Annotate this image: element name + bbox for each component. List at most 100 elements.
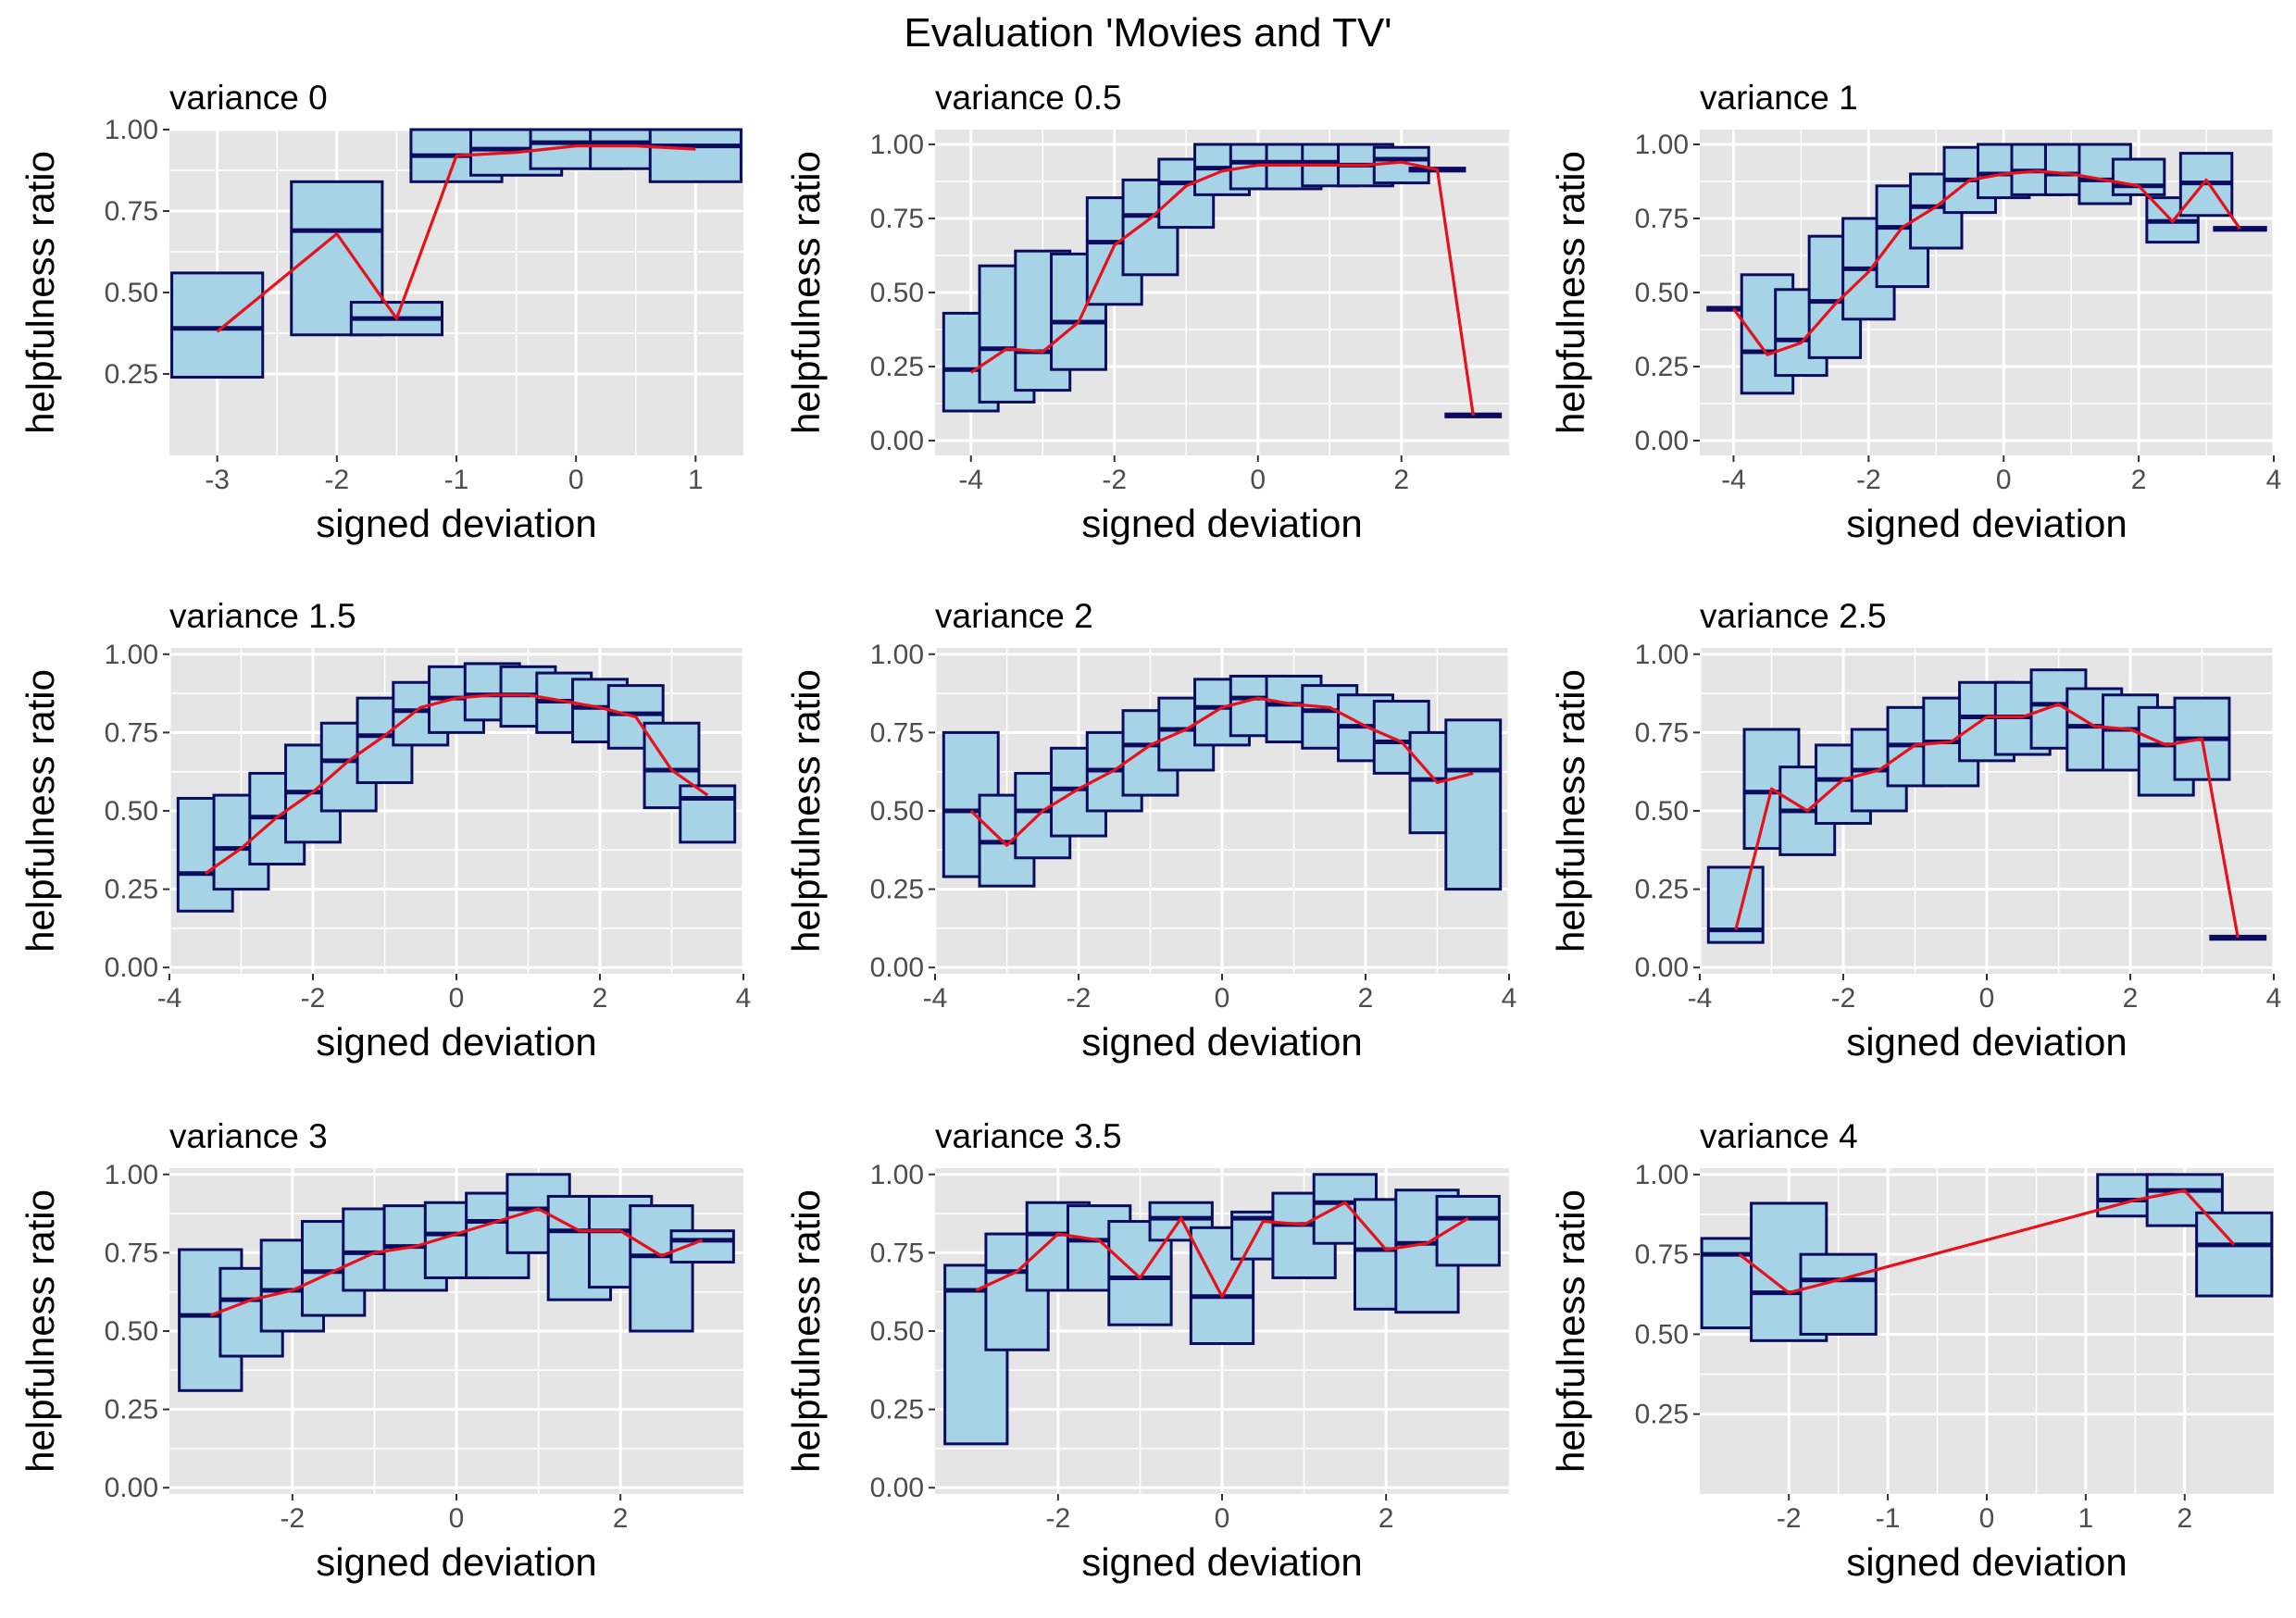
x-axis-label: signed deviation [1846,1540,2128,1584]
y-tick-label: 0.75 [1635,717,1689,748]
panel-title: variance 1 [1700,79,1858,117]
y-tick-label: 1.00 [105,115,158,145]
box [1189,1226,1255,1346]
y-tick-label: 0.75 [870,1238,924,1268]
box [1444,718,1503,891]
y-axis-label: helpfulness ratio [1549,669,1592,952]
mean-line [975,1201,1469,1299]
y-tick-label: 1.00 [870,640,924,670]
x-tick-label: 4 [736,983,752,1014]
y-tick-label: 1.00 [105,1160,158,1190]
y-tick-label: 0.50 [105,278,158,308]
box [1799,1252,1878,1336]
y-tick-label: 0.75 [105,1238,158,1268]
panel-title: variance 1.5 [169,597,356,635]
x-tick-label: 0 [1979,1503,1995,1534]
panel-title: variance 2.5 [1700,597,1887,635]
x-tick-label: 0 [1215,1503,1230,1534]
y-tick-label: 0.25 [105,875,158,905]
panel-title: variance 0 [169,79,328,117]
panel-1: 0.25 0.50 0.75 1.00 -3 -2 -1 0 1 variance 0 signed… [19,79,743,545]
y-tick-label: 0.25 [1635,352,1689,382]
x-tick-label: 0 [1979,983,1995,1014]
y-axis-label: helpfulness ratio [1549,151,1592,434]
y-tick-label: 1.00 [1635,640,1689,670]
x-tick-label: -4 [923,983,948,1014]
mean-line [209,1207,704,1317]
x-tick-label: -1 [444,465,469,495]
x-tick-label: 2 [1358,983,1374,1014]
panel-2: 0.00 0.25 0.50 0.75 1.00 -4 -2 0 2 variance 0.5 si… [784,79,1509,545]
x-axis-label: signed deviation [316,1020,597,1064]
y-tick-label: 0.75 [105,717,158,748]
y-tick-label: 1.00 [870,1160,924,1190]
x-tick-label: 0 [1996,465,2012,495]
y-tick-label: 0.00 [870,952,924,983]
panel-9: 0.25 0.50 0.75 1.00 -2 -1 0 1 2 variance 4 signed … [1549,1117,2274,1584]
y-tick-label: 1.00 [105,640,158,670]
y-tick-label: 0.50 [870,1316,924,1347]
x-tick-label: -2 [301,983,326,1014]
panel-title: variance 0.5 [935,79,1122,117]
y-axis-label: helpfulness ratio [19,669,62,952]
y-tick-label: 0.50 [105,1316,158,1347]
x-tick-label: 2 [593,983,608,1014]
y-axis-label: helpfulness ratio [784,151,828,434]
x-tick-label: 4 [1502,983,1517,1014]
x-axis-label: signed deviation [1846,1020,2128,1064]
mean-line [969,696,1474,847]
mean-line [204,693,709,876]
x-tick-label: 0 [568,465,584,495]
x-tick-label: 2 [1379,1503,1394,1534]
y-tick-label: 0.50 [1635,796,1689,827]
box [629,1204,694,1333]
panel-title: variance 4 [1700,1117,1858,1155]
x-tick-label: 0 [1250,465,1266,495]
x-tick-label: -4 [157,983,182,1014]
x-tick-label: 2 [2177,1503,2192,1534]
x-tick-label: -1 [1876,1503,1901,1534]
x-tick-label: -2 [1777,1503,1802,1534]
y-tick-label: 0.25 [870,875,924,905]
x-tick-label: 1 [688,465,704,495]
y-tick-label: 0.75 [105,196,158,227]
y-axis-label: helpfulness ratio [784,1189,828,1473]
y-tick-label: 0.75 [870,717,924,748]
x-tick-label: -2 [281,1503,306,1534]
x-axis-label: signed deviation [1081,1020,1363,1064]
mean-line [1732,169,2241,356]
x-tick-label: -2 [1102,465,1127,495]
mean-line [216,144,696,333]
box [669,1229,735,1264]
y-tick-label: 0.50 [105,796,158,827]
x-tick-label: -2 [1046,1503,1071,1534]
mean-line [1738,1189,2236,1295]
panel-6: 0.00 0.25 0.50 0.75 1.00 -4 -2 0 2 4 variance 2.5 s… [1549,597,2281,1064]
y-tick-label: 0.00 [870,1473,924,1503]
y-tick-label: 0.00 [105,1473,158,1503]
mean-line [1734,703,2240,939]
x-tick-label: -2 [1067,983,1092,1014]
x-axis-label: signed deviation [316,502,597,545]
y-tick-label: 0.50 [870,278,924,308]
y-axis-label: helpfulness ratio [784,669,828,952]
box [648,128,742,183]
y-axis-label: helpfulness ratio [1549,1189,1592,1473]
x-tick-label: -2 [324,465,349,495]
panel-5: 0.00 0.25 0.50 0.75 1.00 -4 -2 0 2 4 variance 2 sig… [784,597,1516,1064]
panel-7: 0.00 0.25 0.50 0.75 1.00 -2 0 2 variance 3 signed… [19,1117,743,1584]
y-tick-label: 0.00 [1635,426,1689,456]
y-tick-label: 0.25 [1635,1400,1689,1430]
panel-title: variance 2 [935,597,1093,635]
x-axis-label: signed deviation [1081,502,1363,545]
x-tick-label: -4 [1688,983,1713,1014]
y-tick-label: 1.00 [1635,1160,1689,1190]
y-tick-label: 0.25 [105,359,158,390]
x-tick-label: 0 [449,1503,465,1534]
x-tick-label: 0 [1215,983,1230,1014]
y-tick-label: 1.00 [870,130,924,160]
x-tick-label: 4 [2266,983,2282,1014]
x-axis-label: signed deviation [1081,1540,1363,1584]
